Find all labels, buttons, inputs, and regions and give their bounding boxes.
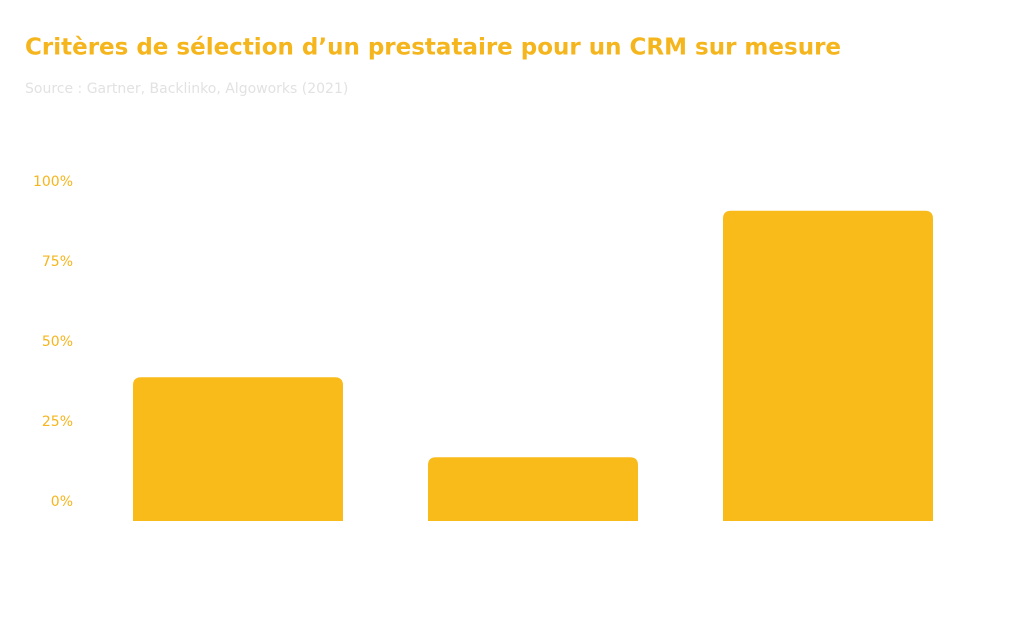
y-tick-label: 100% [33,174,73,190]
bar [723,210,933,522]
bar [133,377,343,521]
y-tick-label: 75% [42,254,73,270]
y-tick-label: 25% [42,414,73,430]
chart-title: Critères de sélection d’un prestataire p… [25,35,841,61]
y-tick-label: 0% [51,494,73,510]
y-tick-label: 50% [42,334,73,350]
chart-subtitle: Source : Gartner, Backlinko, Algoworks (… [25,81,348,97]
bar [428,457,638,521]
